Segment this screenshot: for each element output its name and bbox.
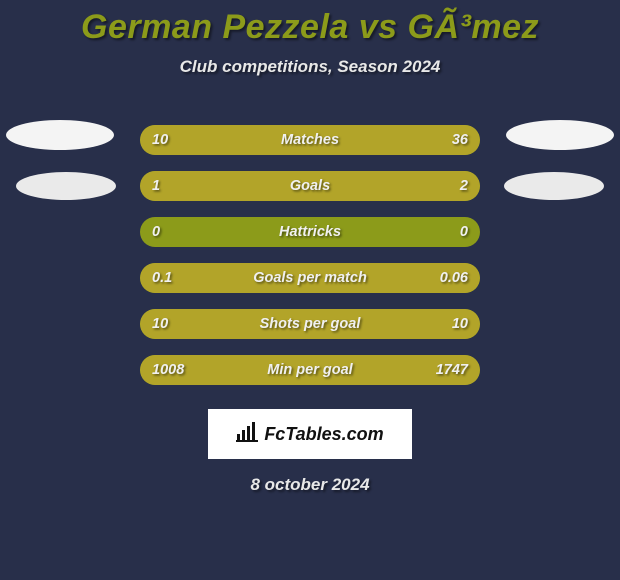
- stat-label: Shots per goal: [140, 309, 480, 339]
- stat-value-left: 1: [152, 171, 160, 201]
- stat-value-right: 1747: [436, 355, 468, 385]
- stat-value-left: 10: [152, 125, 168, 155]
- page-title: German Pezzela vs GÃ³mez: [0, 0, 620, 47]
- stat-value-right: 0: [460, 217, 468, 247]
- stat-bar: Hattricks0 0: [140, 217, 480, 247]
- stat-bar: Matches10 36: [140, 125, 480, 155]
- chart-icon: [236, 422, 258, 447]
- stat-row: Goals per match0.1 0.06: [0, 255, 620, 301]
- stat-row: Shots per goal10 10: [0, 301, 620, 347]
- stat-label: Goals: [140, 171, 480, 201]
- stat-value-right: 2: [460, 171, 468, 201]
- stat-label: Min per goal: [140, 355, 480, 385]
- logo-text: FcTables.com: [264, 424, 383, 445]
- stat-label: Matches: [140, 125, 480, 155]
- subtitle: Club competitions, Season 2024: [0, 57, 620, 77]
- stat-bar: Min per goal1008 1747: [140, 355, 480, 385]
- stat-label: Hattricks: [140, 217, 480, 247]
- stat-value-left: 0.1: [152, 263, 172, 293]
- fctables-logo: FcTables.com: [208, 409, 412, 459]
- stat-label: Goals per match: [140, 263, 480, 293]
- stat-bar: Shots per goal10 10: [140, 309, 480, 339]
- stat-row: Min per goal1008 1747: [0, 347, 620, 393]
- stat-value-left: 10: [152, 309, 168, 339]
- stat-bar: Goals1 2: [140, 171, 480, 201]
- stats-list: Matches1036Goals12Hattricks00Goals per m…: [0, 117, 620, 393]
- stat-bar: Goals per match0.1 0.06: [140, 263, 480, 293]
- date-label: 8 october 2024: [0, 475, 620, 495]
- stat-value-left: 1008: [152, 355, 184, 385]
- comparison-card: German Pezzela vs GÃ³mez Club competitio…: [0, 0, 620, 580]
- stat-value-right: 10: [452, 309, 468, 339]
- stat-row: Hattricks0 0: [0, 209, 620, 255]
- stat-value-right: 0.06: [440, 263, 468, 293]
- stat-row: Matches10 36: [0, 117, 620, 163]
- stat-value-left: 0: [152, 217, 160, 247]
- stat-value-right: 36: [452, 125, 468, 155]
- stat-row: Goals1 2: [0, 163, 620, 209]
